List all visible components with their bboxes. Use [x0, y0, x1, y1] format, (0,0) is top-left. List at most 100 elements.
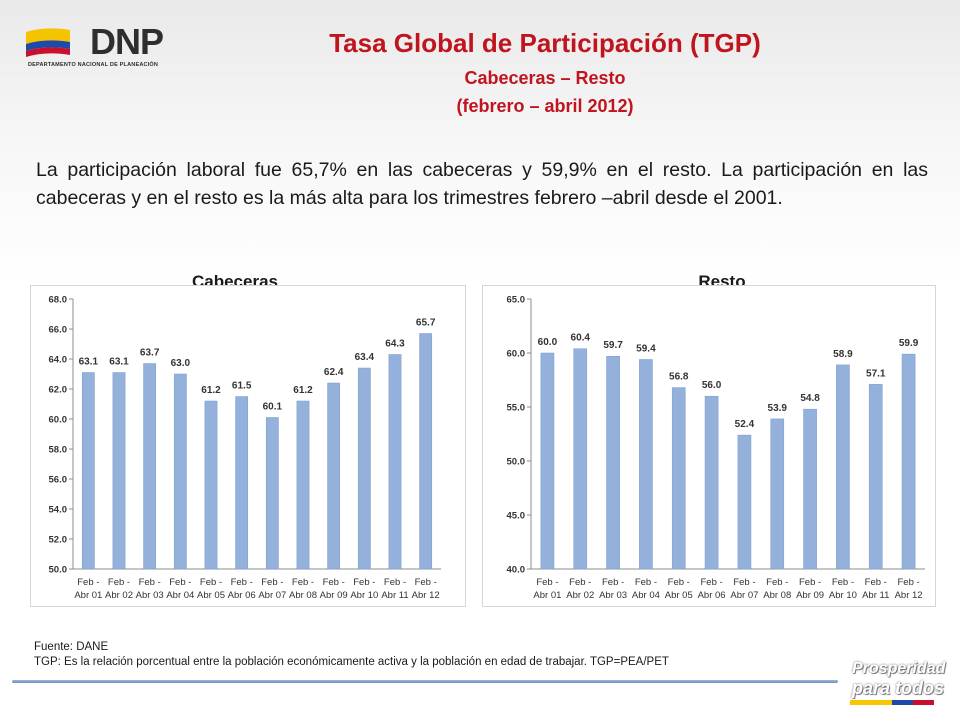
x-tick-label-line2: Abr 04: [166, 590, 194, 601]
bar: [388, 354, 402, 570]
x-tick-label: Feb -: [323, 577, 345, 588]
bar: [803, 408, 817, 570]
y-tick-label: 52.0: [49, 535, 68, 546]
x-tick-label-line2: Abr 02: [105, 590, 133, 601]
chart-resto: 40.0 45.0 50.0 55.0 60.0 65.0 60.0 Feb - Abr 01 6…: [482, 285, 936, 607]
bar: [173, 373, 187, 570]
chart-cabeceras: 50.0 52.0 54.0 56.0 58.0 60.0 62.0 64.0 66.0 68.0…: [30, 285, 466, 607]
bar: [836, 364, 850, 570]
bar-value-label: 65.7: [416, 318, 436, 329]
x-tick-label-line2: Abr 05: [197, 590, 225, 601]
bar-value-label: 63.1: [109, 357, 129, 368]
x-tick-label: Feb -: [200, 577, 222, 588]
x-tick-label: Feb -: [353, 577, 375, 588]
x-tick-label-line2: Abr 07: [258, 590, 286, 601]
bar: [327, 382, 341, 570]
x-tick-label-line2: Abr 03: [599, 590, 627, 601]
bar: [671, 387, 686, 570]
x-tick-label: Feb -: [733, 577, 755, 588]
bar-value-label: 58.9: [833, 349, 853, 360]
bar: [704, 395, 719, 570]
y-tick-label: 54.0: [49, 505, 68, 516]
y-tick-label: 45.0: [507, 511, 526, 522]
x-tick-label: Feb -: [832, 577, 854, 588]
x-tick-label-line2: Abr 12: [895, 590, 923, 601]
x-tick-label-line2: Abr 05: [665, 590, 693, 601]
x-tick-label: Feb -: [635, 577, 657, 588]
bar-value-label: 54.8: [800, 393, 820, 404]
bar-value-label: 53.9: [768, 403, 788, 414]
x-tick-label: Feb -: [169, 577, 191, 588]
y-tick-label: 65.0: [507, 295, 526, 306]
x-tick-label: Feb -: [897, 577, 919, 588]
x-tick-label-line2: Abr 07: [730, 590, 758, 601]
bar-value-label: 59.7: [603, 340, 623, 351]
x-tick-label-line2: Abr 08: [289, 590, 317, 601]
y-tick-label: 40.0: [507, 565, 526, 576]
x-tick-label-line2: Abr 10: [829, 590, 857, 601]
y-tick-label: 64.0: [49, 355, 68, 366]
bar-value-label: 56.0: [702, 380, 722, 391]
y-tick-label: 50.0: [49, 565, 68, 576]
bar-value-label: 60.4: [571, 333, 591, 344]
bar: [357, 367, 371, 570]
bar: [204, 400, 218, 570]
badge-line1: Prosperidad: [852, 660, 946, 677]
bar-value-label: 56.8: [669, 372, 689, 383]
x-tick-label: Feb -: [77, 577, 99, 588]
bar-value-label: 57.1: [866, 368, 886, 379]
x-tick-label: Feb -: [668, 577, 690, 588]
chart-resto-svg: 40.0 45.0 50.0 55.0 60.0 65.0 60.0 Feb - Abr 01 6…: [507, 295, 925, 601]
footer-note: TGP: Es la relación porcentual entre la …: [34, 656, 669, 668]
x-tick-label-line2: Abr 08: [763, 590, 791, 601]
footer-divider: [12, 680, 838, 683]
bar-value-label: 60.0: [538, 337, 558, 348]
bar: [901, 353, 916, 570]
x-tick-label-line2: Abr 02: [566, 590, 594, 601]
page-subtitle: Cabeceras – Resto: [464, 68, 626, 88]
x-tick-label: Feb -: [231, 577, 253, 588]
bar-value-label: 63.0: [171, 358, 191, 369]
bar-value-label: 61.5: [232, 381, 252, 392]
x-tick-label: Feb -: [384, 577, 406, 588]
page-title: Tasa Global de Participación (TGP): [329, 28, 761, 58]
chart-cabeceras-svg: 50.0 52.0 54.0 56.0 58.0 60.0 62.0 64.0 66.0 68.0…: [49, 295, 441, 601]
y-tick-label: 55.0: [507, 403, 526, 414]
x-tick-label-line2: Abr 06: [698, 590, 726, 601]
bar: [606, 355, 620, 570]
x-tick-label: Feb -: [602, 577, 624, 588]
x-tick-label-line2: Abr 12: [412, 590, 440, 601]
bar: [639, 359, 653, 570]
badge-flag-stripe: [850, 700, 934, 705]
x-tick-label-line2: Abr 01: [533, 590, 561, 601]
bar: [112, 372, 126, 570]
x-tick-label-line2: Abr 11: [381, 590, 408, 601]
y-tick-label: 50.0: [507, 457, 526, 468]
x-tick-label: Feb -: [799, 577, 821, 588]
x-tick-label-line2: Abr 06: [228, 590, 256, 601]
bar-value-label: 63.7: [140, 348, 160, 359]
bar: [81, 372, 95, 570]
y-tick-label: 66.0: [49, 325, 68, 336]
page-period: (febrero – abril 2012): [456, 96, 634, 116]
bar-value-label: 63.1: [79, 357, 99, 368]
badge-line2: para todos: [852, 678, 945, 698]
bar: [143, 363, 157, 570]
bar-value-label: 61.2: [293, 385, 313, 396]
bar-value-label: 62.4: [324, 367, 344, 378]
bar-value-label: 59.9: [899, 338, 919, 349]
bar-value-label: 52.4: [735, 419, 755, 430]
x-tick-label-line2: Abr 11: [862, 590, 889, 601]
y-tick-label: 60.0: [507, 349, 526, 360]
bar: [540, 352, 555, 570]
summary-paragraph: La participación laboral fue 65,7% en la…: [36, 159, 928, 209]
colombia-flag-icon: [26, 28, 70, 57]
x-tick-label: Feb -: [865, 577, 887, 588]
x-tick-label: Feb -: [292, 577, 314, 588]
bar-value-label: 63.4: [355, 352, 375, 363]
logo-wordmark: DNP: [90, 21, 164, 62]
x-tick-label-line2: Abr 01: [74, 590, 102, 601]
x-tick-label-line2: Abr 10: [350, 590, 378, 601]
y-tick-label: 60.0: [49, 415, 68, 426]
x-tick-label: Feb -: [139, 577, 161, 588]
